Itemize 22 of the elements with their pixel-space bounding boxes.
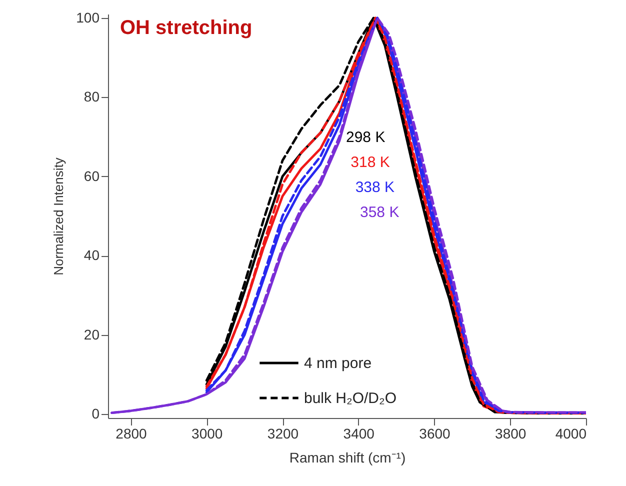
annotation: bulk H₂O/D₂O xyxy=(304,390,396,407)
chart-title: OH stretching xyxy=(120,17,252,39)
x-axis-title: Raman shift (cm⁻¹) xyxy=(289,450,406,466)
series-label: 298 K xyxy=(346,129,386,146)
y-tick-label: 0 xyxy=(92,406,100,422)
x-tick-label: 3000 xyxy=(192,426,223,442)
y-tick-label: 40 xyxy=(84,247,100,264)
x-tick-label: 2800 xyxy=(116,426,148,442)
x-tick-label: 3600 xyxy=(419,426,451,442)
series-label: 318 K xyxy=(350,154,390,171)
y-tick-label: 20 xyxy=(84,326,100,342)
text: 358 K xyxy=(360,204,400,221)
annotation: 4 nm pore xyxy=(304,355,372,372)
x-tick-label: 3400 xyxy=(343,426,375,442)
y-tick-label: 100 xyxy=(76,9,100,26)
x-tick-label: 3200 xyxy=(267,426,299,442)
y-tick-label: 80 xyxy=(84,88,100,105)
y-axis-title: Normalized Intensity xyxy=(51,157,66,276)
x-tick-label: 3800 xyxy=(495,426,526,442)
series-label: 338 K xyxy=(355,179,395,196)
y-tick-label: 60 xyxy=(84,168,100,184)
x-tick-label: 4000 xyxy=(555,426,587,442)
